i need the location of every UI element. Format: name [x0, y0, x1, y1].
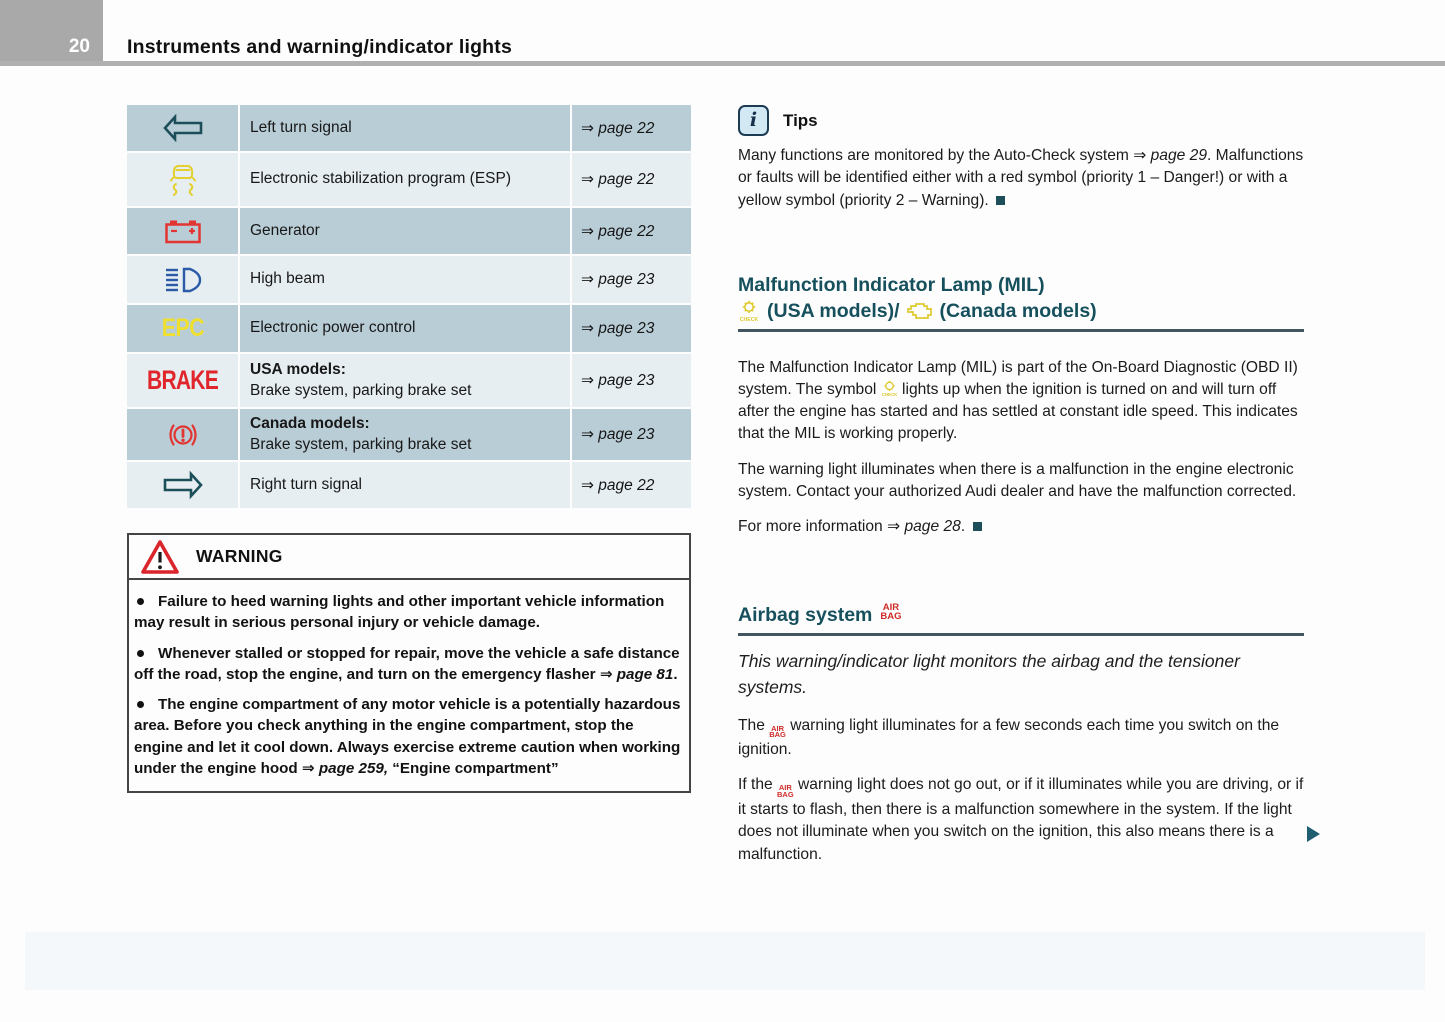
high-beam-icon — [165, 267, 201, 292]
left-turn-signal-icon — [162, 113, 202, 143]
icon-cell — [127, 153, 238, 206]
warning-title: WARNING — [196, 546, 283, 566]
airbag-heading: Airbag system — [738, 604, 873, 626]
generator-battery-icon — [164, 220, 201, 243]
icon-cell — [127, 409, 238, 460]
mil-heading: Malfunction Indicator Lamp (MIL) — [738, 274, 1045, 296]
bullet-icon — [137, 598, 144, 605]
airbag-icon: AIR BAG — [880, 602, 902, 622]
esp-icon — [169, 164, 196, 196]
indicator-label: Right turn signal — [240, 462, 570, 508]
brake-system-icon — [168, 423, 197, 446]
mil-heading-line2: CHECK (USA models)/ (Canada models) — [739, 300, 1097, 323]
end-of-section-marker — [996, 195, 1006, 205]
right-turn-signal-icon — [163, 470, 203, 500]
header-rule — [0, 61, 1445, 66]
table-row: EPC Electronic power control ⇒ page 23 — [127, 305, 691, 352]
table-row: Electronic stabilization program (ESP) ⇒… — [127, 153, 691, 206]
scan-artifact — [25, 932, 1425, 990]
mil-paragraph: The warning light illuminates when there… — [738, 460, 1297, 500]
warning-body: Failure to heed warning lights and other… — [129, 580, 689, 791]
table-row: Right turn signal ⇒ page 22 — [127, 462, 691, 508]
indicator-table: Left turn signal ⇒ page 22 Electronic st… — [127, 105, 691, 508]
indicator-label: Electronic power control — [240, 305, 570, 352]
indicator-label: Left turn signal — [240, 105, 570, 151]
mil-paragraph: For more information ⇒ page 28. — [738, 516, 1304, 538]
warning-bullet: Failure to heed warning lights and other… — [134, 593, 665, 632]
airbag-heading-row: Airbag system AIR BAG — [738, 602, 1304, 628]
indicator-label: Canada models: Brake system, parking bra… — [240, 409, 570, 460]
info-icon: i — [738, 105, 769, 136]
tips-title: Tips — [783, 110, 818, 130]
check-engine-canada-icon — [906, 303, 932, 319]
epc-icon: EPC — [161, 314, 204, 342]
airbag-lead-paragraph: This warning/indicator light monitors th… — [738, 650, 1240, 697]
section-rule — [738, 329, 1304, 332]
airbag-icon: AIR BAG — [769, 723, 786, 740]
page-reference: ⇒ page 22 — [572, 153, 691, 206]
airbag-paragraph: If the AIR BAG warning light does not go … — [738, 776, 1304, 863]
warning-triangle-icon — [141, 539, 179, 574]
page-reference: ⇒ page 23 — [572, 354, 691, 407]
table-row: BRAKE USA models: Brake system, parking … — [127, 354, 691, 407]
indicator-label: Generator — [240, 208, 570, 254]
icon-cell — [127, 208, 238, 254]
end-of-section-marker — [972, 522, 982, 532]
airbag-section: Airbag system AIR BAG This warning/indica… — [738, 602, 1304, 866]
page-reference: ⇒ page 22 — [572, 105, 691, 151]
brake-warning-icon: BRAKE — [146, 365, 219, 395]
indicator-label: High beam — [240, 256, 570, 303]
icon-cell — [127, 256, 238, 303]
airbag-paragraph: The AIR BAG warning light illuminates for… — [738, 716, 1280, 759]
icon-cell: EPC — [127, 305, 238, 352]
page-reference: ⇒ page 22 — [572, 208, 691, 254]
tips-section: i Tips Many functions are monitored by t… — [738, 105, 1304, 212]
page-number-block: 20 — [0, 0, 103, 66]
svg-text:CHECK: CHECK — [881, 392, 897, 397]
mil-paragraph: The Malfunction Indicator Lamp (MIL) is … — [738, 358, 1298, 443]
page-reference: ⇒ page 23 — [572, 305, 691, 352]
warning-box-header: WARNING — [129, 535, 689, 580]
airbag-icon: AIR BAG — [777, 783, 794, 800]
section-rule — [738, 633, 1304, 636]
table-row: Canada models: Brake system, parking bra… — [127, 409, 691, 460]
tips-paragraph: Many functions are monitored by the Auto… — [738, 147, 1304, 209]
page-reference: ⇒ page 23 — [572, 256, 691, 303]
page-title: Instruments and warning/indicator lights — [127, 36, 513, 58]
svg-text:CHECK: CHECK — [740, 317, 759, 323]
check-engine-usa-icon: CHECK — [740, 300, 759, 323]
right-column: i Tips Many functions are monitored by t… — [738, 105, 1304, 1022]
table-row: Generator ⇒ page 22 — [127, 208, 691, 254]
page-reference: ⇒ page 22 — [572, 462, 691, 508]
bullet-icon — [137, 701, 144, 709]
tips-header: i Tips — [738, 105, 1304, 136]
mil-section: Malfunction Indicator Lamp (MIL) CHECK (… — [738, 272, 1304, 539]
check-engine-inline-icon: CHECK — [881, 380, 898, 397]
icon-cell — [127, 462, 238, 508]
page-number: 20 — [68, 36, 90, 57]
warning-bullet: The engine compartment of any motor vehi… — [134, 696, 681, 778]
indicator-label: USA models: Brake system, parking brake … — [240, 354, 570, 407]
table-row: High beam ⇒ page 23 — [127, 256, 691, 303]
continuation-arrow-icon — [1307, 826, 1320, 842]
bullet-icon — [137, 649, 144, 657]
icon-cell: BRAKE — [127, 354, 238, 407]
page-reference: ⇒ page 23 — [572, 409, 691, 460]
icon-cell — [127, 105, 238, 151]
indicator-label: Electronic stabilization program (ESP) — [240, 153, 570, 206]
warning-box: WARNING Failure to heed warning lights a… — [127, 533, 691, 794]
warning-bullet: Whenever stalled or stopped for repair, … — [134, 644, 680, 683]
table-row: Left turn signal ⇒ page 22 — [127, 105, 691, 151]
